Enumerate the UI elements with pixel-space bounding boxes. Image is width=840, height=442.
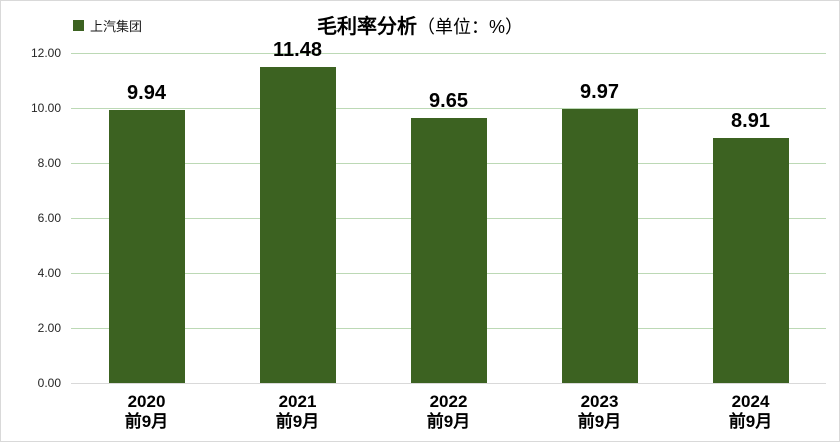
gridline <box>71 107 826 109</box>
chart-title: 毛利率分析（单位：%） <box>1 10 839 39</box>
bar-value-label-2020: 9.94 <box>127 81 166 104</box>
bar-value-label-2022: 9.65 <box>429 89 468 112</box>
x-axis-label-period: 前9月 <box>577 412 622 431</box>
y-tick-label: 2.00 <box>37 321 61 335</box>
x-axis-label-year: 2023 <box>580 392 619 411</box>
y-tick-label: 10.00 <box>30 101 61 115</box>
legend-swatch <box>73 20 84 31</box>
y-tick-label: 8.00 <box>37 156 61 170</box>
x-axis-label-2024: 2024 前9月 <box>675 392 826 432</box>
bar-2023 <box>561 108 638 383</box>
bar-2020 <box>108 109 185 383</box>
bar-2021 <box>259 67 336 383</box>
x-axis-label-2023: 2023 前9月 <box>524 392 675 432</box>
bar-2022 <box>410 117 487 383</box>
x-axis-label-period: 前9月 <box>426 412 471 431</box>
bar-value-label-2023: 9.97 <box>580 80 619 103</box>
x-axis-label-period: 前9月 <box>728 412 773 431</box>
x-axis-label-2022: 2022 前9月 <box>373 392 524 432</box>
chart-title-main: 毛利率分析 <box>316 16 417 38</box>
y-tick-label: 12.00 <box>30 46 61 60</box>
chart-title-unit: （单位：%） <box>416 17 523 37</box>
x-axis-label-year: 2022 <box>429 392 468 411</box>
x-axis-label-year: 2020 <box>127 392 166 411</box>
y-tick-label: 6.00 <box>37 211 61 225</box>
x-axis-label-period: 前9月 <box>124 412 169 431</box>
x-axis-label-2020: 2020 前9月 <box>71 392 222 432</box>
x-axis-label-period: 前9月 <box>275 412 320 431</box>
y-tick-label: 0.00 <box>37 376 61 390</box>
x-axis-label-year: 2021 <box>278 392 317 411</box>
bar-2024 <box>712 137 789 383</box>
legend-label: 上汽集团 <box>90 19 143 34</box>
x-axis-line <box>71 382 826 384</box>
y-tick-label: 4.00 <box>37 266 61 280</box>
bar-value-label-2021: 11.48 <box>273 39 322 62</box>
gridline <box>71 52 826 54</box>
x-axis-label-2021: 2021 前9月 <box>222 392 373 432</box>
x-axis-label-year: 2024 <box>731 392 770 411</box>
legend: 上汽集团 <box>73 16 142 35</box>
bar-value-label-2024: 8.91 <box>731 109 770 132</box>
